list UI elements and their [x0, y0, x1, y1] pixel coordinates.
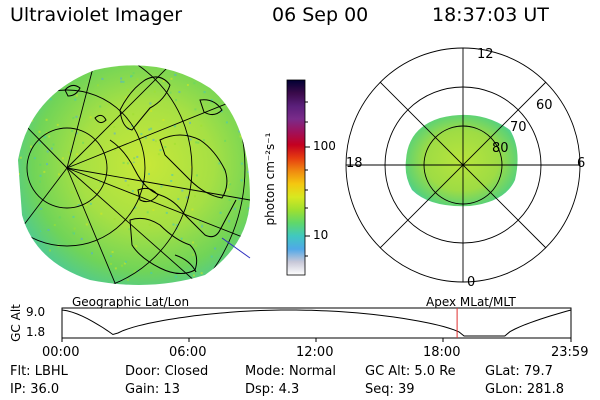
status-glon: GLon: 281.8 [485, 382, 565, 397]
time-tick-1200: 12:00 [296, 345, 334, 360]
status-ip: IP: 36.0 [10, 382, 60, 397]
altitude-ylabel: GC Alt [9, 304, 23, 342]
mlt-label-6: 6 [577, 156, 586, 171]
colorbar-tick-10: 10 [313, 228, 329, 242]
aurora-oval [405, 114, 518, 207]
altitude-ytick-low: 1.8 [26, 325, 46, 339]
geographic-caption: Geographic Lat/Lon [72, 295, 190, 309]
time-tick-2359: 23:59 [551, 345, 589, 360]
observation-time: 18:37:03 UT [432, 4, 549, 26]
status-door: Door: Closed [125, 364, 209, 379]
mlt-label-18: 18 [346, 156, 363, 171]
app-title: Ultraviolet Imager [10, 4, 183, 26]
map-edge-line [221, 237, 251, 259]
mlat-label-80: 80 [492, 141, 509, 156]
mlt-label-0: 0 [467, 275, 476, 290]
polar-plot [345, 47, 581, 283]
lat-lon-grid [18, 65, 250, 285]
coastline-outline [64, 76, 237, 274]
status-seq: Seq: 39 [365, 382, 415, 397]
colorbar-tick-100: 100 [313, 139, 336, 153]
status-filter: Flt: LBHL [10, 364, 68, 379]
apex-caption: Apex MLat/MLT [426, 295, 516, 309]
status-mode: Mode: Normal [245, 364, 336, 379]
time-tick-0600: 06:00 [169, 345, 207, 360]
mlat-label-70: 70 [510, 120, 527, 135]
time-tick-0000: 00:00 [42, 345, 80, 360]
status-glat: GLat: 79.7 [485, 364, 553, 379]
colorbar [286, 79, 310, 276]
status-gain: Gain: 13 [125, 382, 180, 397]
altitude-plot [61, 307, 572, 342]
status-gc-alt: GC Alt: 5.0 Re [365, 364, 456, 379]
time-tick-1800: 18:00 [423, 345, 461, 360]
altitude-ytick-high: 9.0 [26, 305, 46, 319]
status-dsp: Dsp: 4.3 [245, 382, 300, 397]
mlt-label-12: 12 [477, 47, 494, 62]
colorbar-unit-label: photon cm⁻²s⁻¹ [263, 132, 277, 226]
observation-date: 06 Sep 00 [272, 4, 369, 26]
geographic-image [18, 65, 251, 285]
mlat-label-60: 60 [536, 98, 553, 113]
